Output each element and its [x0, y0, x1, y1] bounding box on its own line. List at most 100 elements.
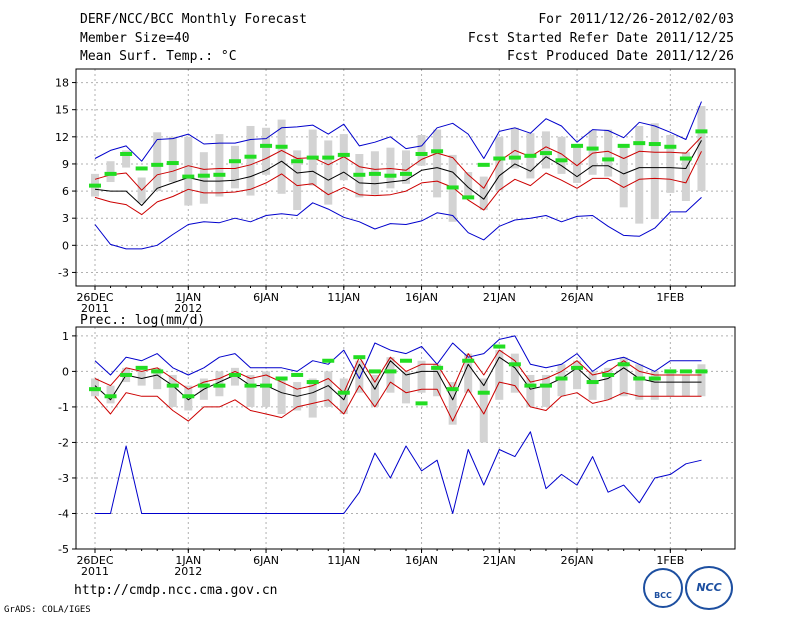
y-tick-label: -1: [58, 401, 69, 414]
ensemble-box: [666, 135, 675, 193]
ensemble-box: [246, 374, 255, 407]
observation-marker: [228, 159, 241, 164]
grads-credit: GrADS: COLA/IGES: [4, 605, 91, 615]
observation-marker: [213, 383, 226, 388]
ensemble-box: [215, 134, 224, 197]
observation-marker: [446, 185, 459, 190]
started-refer-date-label: Fcst Started Refer Date 2011/12/25: [467, 31, 734, 46]
ensemble-box: [573, 360, 582, 390]
y-tick-label: 6: [62, 185, 69, 198]
ensemble-box: [479, 176, 488, 211]
x-tick-label: 1JAN: [175, 291, 201, 304]
ensemble-box: [495, 350, 504, 400]
observation-marker: [291, 159, 304, 164]
x-tick-label: 16JAN: [405, 554, 438, 567]
x-tick-year-label: 2011: [81, 302, 109, 315]
x-tick-label: 26DEC: [76, 554, 113, 567]
bcc-logo-text: BCC: [654, 591, 672, 600]
plot-frame: [75, 326, 736, 550]
observation-marker: [120, 372, 133, 377]
ensemble-box: [464, 172, 473, 196]
x-tick-year-label: 2011: [81, 565, 109, 578]
y-tick-label: 12: [55, 131, 69, 144]
observation-marker: [539, 151, 552, 156]
observation-marker: [477, 390, 490, 395]
precip-panel-title: Prec.: log(mm/d): [80, 313, 206, 328]
series-line-max: [94, 335, 702, 379]
ncc-logo-text: NCC: [696, 581, 722, 594]
observation-marker: [368, 171, 381, 176]
ensemble-box: [510, 353, 519, 393]
ensemble-box: [495, 136, 504, 191]
y-tick-label: 18: [55, 77, 69, 90]
series-line-min: [94, 197, 702, 250]
observation-marker: [120, 151, 133, 156]
ensemble-box: [122, 150, 131, 168]
observation-marker: [228, 372, 241, 377]
observation-marker: [197, 383, 210, 388]
observation-marker: [664, 144, 677, 149]
y-tick-label: -4: [58, 507, 69, 520]
series-line-std-upper: [94, 136, 702, 191]
ensemble-box: [417, 360, 426, 393]
observation-marker: [260, 143, 273, 148]
ensemble-box: [246, 125, 255, 196]
ensemble-box: [573, 145, 582, 183]
observation-marker: [368, 369, 381, 374]
observation-marker: [275, 376, 288, 381]
observation-marker: [213, 172, 226, 177]
y-tick-label: -3: [58, 266, 69, 279]
observation-marker: [244, 383, 257, 388]
ensemble-box: [479, 378, 488, 443]
observation-marker: [197, 173, 210, 178]
x-tick-label: 1FEB: [656, 291, 684, 304]
ensemble-box: [386, 357, 395, 393]
ensemble-box: [433, 364, 442, 397]
x-tick-year-label: 2012: [174, 302, 202, 315]
observation-marker: [602, 157, 615, 162]
ensemble-box: [324, 140, 333, 205]
bcc-logo: BCC: [643, 568, 683, 608]
x-tick-label: 26JAN: [561, 291, 594, 304]
observation-marker: [353, 172, 366, 177]
ensemble-box: [402, 150, 410, 184]
observation-marker: [633, 141, 646, 146]
ensemble-box: [526, 374, 535, 407]
ensemble-box: [619, 357, 628, 397]
observation-marker: [275, 144, 288, 149]
observation-marker: [462, 195, 475, 200]
observation-marker: [337, 152, 350, 157]
ensemble-box: [541, 374, 550, 407]
ensemble-box: [308, 378, 317, 418]
ensemble-box: [277, 378, 286, 415]
observation-marker: [291, 372, 304, 377]
source-url[interactable]: http://cmdp.ncc.cma.gov.cn: [74, 583, 278, 598]
ensemble-box: [697, 364, 706, 397]
observation-marker: [679, 369, 692, 374]
observation-marker: [182, 394, 195, 399]
observation-marker: [384, 369, 397, 374]
ensemble-box: [277, 119, 286, 194]
member-size-label: Member Size=40: [80, 31, 190, 46]
ensemble-box: [448, 382, 457, 425]
ensemble-box: [262, 371, 271, 407]
ensemble-box: [355, 360, 364, 393]
observation-marker: [306, 155, 319, 160]
observation-marker: [353, 355, 366, 360]
observation-marker: [524, 153, 537, 158]
series-line-mean: [94, 140, 702, 206]
ensemble-box: [402, 371, 410, 404]
series-line-std-lower: [94, 381, 702, 422]
x-tick-label: 11JAN: [327, 554, 360, 567]
observation-marker: [104, 171, 117, 176]
ensemble-box: [153, 132, 162, 192]
produced-date-label: Fcst Produced Date 2011/12/26: [507, 49, 734, 64]
observation-marker: [166, 383, 179, 388]
observation-marker: [415, 151, 428, 156]
ensemble-box: [464, 353, 473, 393]
ensemble-box: [168, 374, 177, 407]
observation-marker: [508, 362, 521, 367]
y-tick-label: 0: [62, 239, 69, 252]
x-tick-label: 1JAN: [175, 554, 201, 567]
